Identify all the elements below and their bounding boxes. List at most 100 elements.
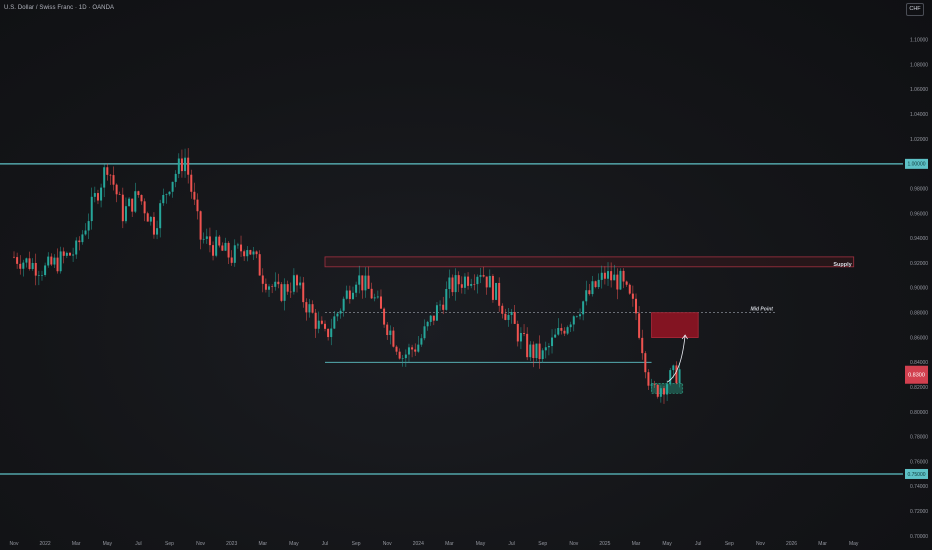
candle-body <box>50 256 53 265</box>
candle-body <box>358 275 361 285</box>
candle-body <box>19 263 22 269</box>
y-tick-label: 0.70000 <box>910 534 928 540</box>
candles-group <box>13 148 681 404</box>
candle-body <box>190 174 193 192</box>
current-price-label: 0.8300 <box>908 373 925 379</box>
current-price-badge <box>905 365 928 384</box>
candle-body <box>383 308 386 325</box>
candle-body <box>184 157 187 172</box>
candle-body <box>625 281 628 285</box>
candle-body <box>473 284 476 285</box>
candle-body <box>240 244 243 252</box>
x-tick-label: Sep <box>165 541 174 547</box>
candle-body <box>317 320 320 329</box>
candle-body <box>246 250 249 257</box>
x-tick-label: 2025 <box>599 541 610 547</box>
y-tick-label: 1.04000 <box>910 112 928 118</box>
candle-body <box>143 201 146 214</box>
candle-body <box>529 344 532 358</box>
candle-body <box>544 347 547 351</box>
x-tick-label: Nov <box>196 541 205 547</box>
level-price-badge <box>905 468 928 479</box>
candle-body <box>432 315 435 321</box>
candle-body <box>510 311 513 316</box>
candle-body <box>501 305 504 314</box>
candle-body <box>292 275 295 292</box>
candle-body <box>507 315 510 320</box>
candle-body <box>460 284 463 288</box>
y-tick-label: 0.82000 <box>910 385 928 391</box>
candle-body <box>162 194 165 204</box>
candle-body <box>647 372 650 386</box>
symbol-title: U.S. Dollar / Swiss Franc · 1D · OANDA <box>4 5 115 11</box>
candle-body <box>439 304 442 306</box>
candle-body <box>495 282 498 300</box>
candle-body <box>622 270 625 282</box>
candle-body <box>678 369 681 384</box>
candle-body <box>165 194 168 195</box>
x-tick-label: 2024 <box>413 541 424 547</box>
candle-body <box>103 167 106 188</box>
candle-body <box>672 365 675 371</box>
candle-body <box>551 337 554 347</box>
y-tick-label: 0.88000 <box>910 311 928 317</box>
y-tick-label: 0.76000 <box>910 459 928 465</box>
candle-body <box>305 302 308 313</box>
candle-body <box>255 251 258 255</box>
candle-body <box>650 384 653 386</box>
y-tick-label: 1.06000 <box>910 87 928 93</box>
candle-body <box>541 350 544 360</box>
candle-body <box>404 354 407 359</box>
candle-body <box>423 326 426 339</box>
candle-body <box>367 275 370 289</box>
candle-body <box>330 328 333 338</box>
candle-body <box>156 228 159 235</box>
candle-body <box>641 337 644 354</box>
y-tick-label: 0.72000 <box>910 509 928 515</box>
candle-body <box>68 252 71 256</box>
candle-body <box>81 234 84 243</box>
candle-body <box>342 298 345 311</box>
candle-body <box>485 276 488 288</box>
candle-body <box>299 282 302 286</box>
candle-body <box>638 313 641 338</box>
x-tick-label: Mar <box>258 541 267 547</box>
candle-body <box>134 191 137 212</box>
x-tick-label: Nov <box>10 541 19 547</box>
y-tick-label: 1.02000 <box>910 137 928 143</box>
candle-body <box>302 282 305 303</box>
candle-body <box>252 251 255 255</box>
candle-body <box>616 274 619 290</box>
currency-badge[interactable]: CHF <box>906 3 924 16</box>
candle-body <box>588 290 591 295</box>
x-tick-label: Nov <box>569 541 578 547</box>
candle-body <box>308 304 311 313</box>
candle-body <box>90 196 93 222</box>
candle-body <box>261 275 264 284</box>
candle-body <box>324 323 326 329</box>
candle-body <box>34 262 37 276</box>
candle-body <box>575 316 578 317</box>
candle-body <box>202 238 205 240</box>
y-tick-label: 0.92000 <box>910 261 928 267</box>
candle-body <box>289 291 292 293</box>
y-tick-label: 0.94000 <box>910 236 928 242</box>
candle-body <box>72 254 75 256</box>
candle-body <box>411 347 414 350</box>
candle-body <box>491 275 494 300</box>
x-tick-label: Jul <box>322 541 328 547</box>
candle-body <box>152 216 155 235</box>
candle-body <box>579 314 582 317</box>
candle-body <box>585 290 588 302</box>
candle-body <box>392 330 395 347</box>
candle-body <box>333 316 336 329</box>
candle-body <box>498 282 501 306</box>
candle-body <box>311 304 314 313</box>
candle-body <box>463 276 466 288</box>
x-tick-label: May <box>103 541 113 547</box>
x-tick-label: May <box>662 541 672 547</box>
y-tick-label: 0.84000 <box>910 360 928 366</box>
candle-body <box>199 211 202 240</box>
